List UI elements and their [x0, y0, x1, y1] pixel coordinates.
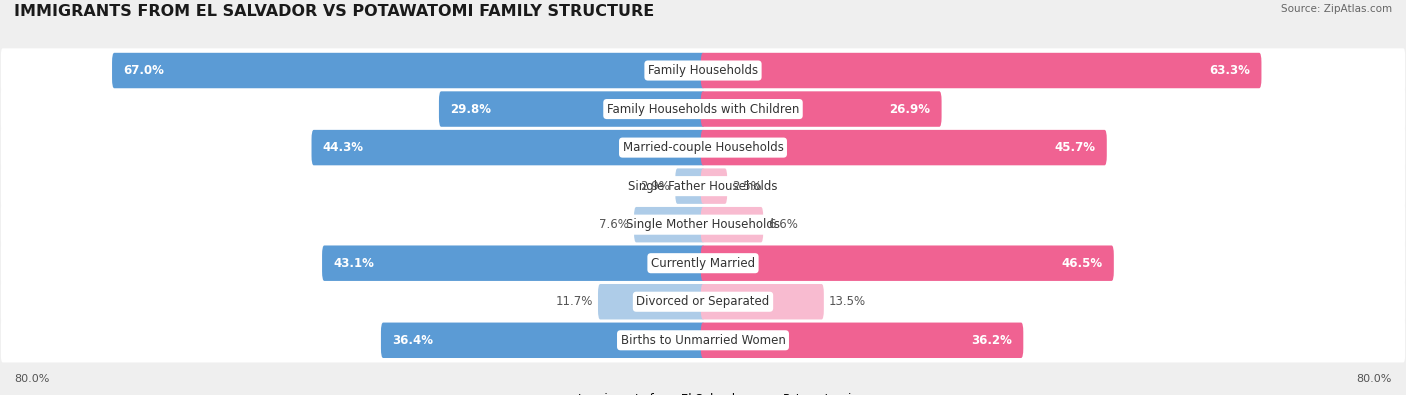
FancyBboxPatch shape [1, 318, 1405, 363]
FancyBboxPatch shape [675, 168, 706, 204]
Text: 2.5%: 2.5% [733, 180, 762, 193]
Text: Single Father Households: Single Father Households [628, 180, 778, 193]
Text: Currently Married: Currently Married [651, 257, 755, 270]
Text: 36.4%: 36.4% [392, 334, 433, 347]
FancyBboxPatch shape [700, 207, 763, 243]
Text: Family Households with Children: Family Households with Children [607, 103, 799, 116]
FancyBboxPatch shape [381, 323, 706, 358]
Text: 6.6%: 6.6% [768, 218, 797, 231]
FancyBboxPatch shape [700, 323, 1024, 358]
FancyBboxPatch shape [1, 203, 1405, 247]
FancyBboxPatch shape [112, 53, 706, 88]
Text: 44.3%: 44.3% [322, 141, 364, 154]
Legend: Immigrants from El Salvador, Potawatomi: Immigrants from El Salvador, Potawatomi [550, 389, 856, 395]
Text: 26.9%: 26.9% [890, 103, 931, 116]
Text: 80.0%: 80.0% [1357, 374, 1392, 384]
Text: Married-couple Households: Married-couple Households [623, 141, 783, 154]
FancyBboxPatch shape [1, 241, 1405, 285]
Text: 29.8%: 29.8% [450, 103, 491, 116]
Text: 13.5%: 13.5% [828, 295, 866, 308]
FancyBboxPatch shape [1, 164, 1405, 208]
Text: Births to Unmarried Women: Births to Unmarried Women [620, 334, 786, 347]
FancyBboxPatch shape [1, 87, 1405, 131]
FancyBboxPatch shape [322, 245, 706, 281]
FancyBboxPatch shape [634, 207, 706, 243]
FancyBboxPatch shape [700, 53, 1261, 88]
FancyBboxPatch shape [1, 48, 1405, 93]
Text: 45.7%: 45.7% [1054, 141, 1095, 154]
FancyBboxPatch shape [700, 245, 1114, 281]
FancyBboxPatch shape [312, 130, 706, 166]
FancyBboxPatch shape [700, 130, 1107, 166]
Text: Divorced or Separated: Divorced or Separated [637, 295, 769, 308]
Text: Single Mother Households: Single Mother Households [626, 218, 780, 231]
FancyBboxPatch shape [439, 91, 706, 127]
Text: Source: ZipAtlas.com: Source: ZipAtlas.com [1281, 4, 1392, 14]
FancyBboxPatch shape [700, 284, 824, 320]
Text: 80.0%: 80.0% [14, 374, 49, 384]
Text: 67.0%: 67.0% [124, 64, 165, 77]
Text: IMMIGRANTS FROM EL SALVADOR VS POTAWATOMI FAMILY STRUCTURE: IMMIGRANTS FROM EL SALVADOR VS POTAWATOM… [14, 4, 654, 19]
FancyBboxPatch shape [598, 284, 706, 320]
Text: 36.2%: 36.2% [972, 334, 1012, 347]
Text: 43.1%: 43.1% [333, 257, 374, 270]
Text: 46.5%: 46.5% [1062, 257, 1102, 270]
Text: Family Households: Family Households [648, 64, 758, 77]
Text: 11.7%: 11.7% [555, 295, 593, 308]
FancyBboxPatch shape [700, 91, 942, 127]
FancyBboxPatch shape [1, 126, 1405, 170]
FancyBboxPatch shape [700, 168, 727, 204]
Text: 63.3%: 63.3% [1209, 64, 1250, 77]
Text: 7.6%: 7.6% [599, 218, 630, 231]
Text: 2.9%: 2.9% [641, 180, 671, 193]
FancyBboxPatch shape [1, 280, 1405, 324]
